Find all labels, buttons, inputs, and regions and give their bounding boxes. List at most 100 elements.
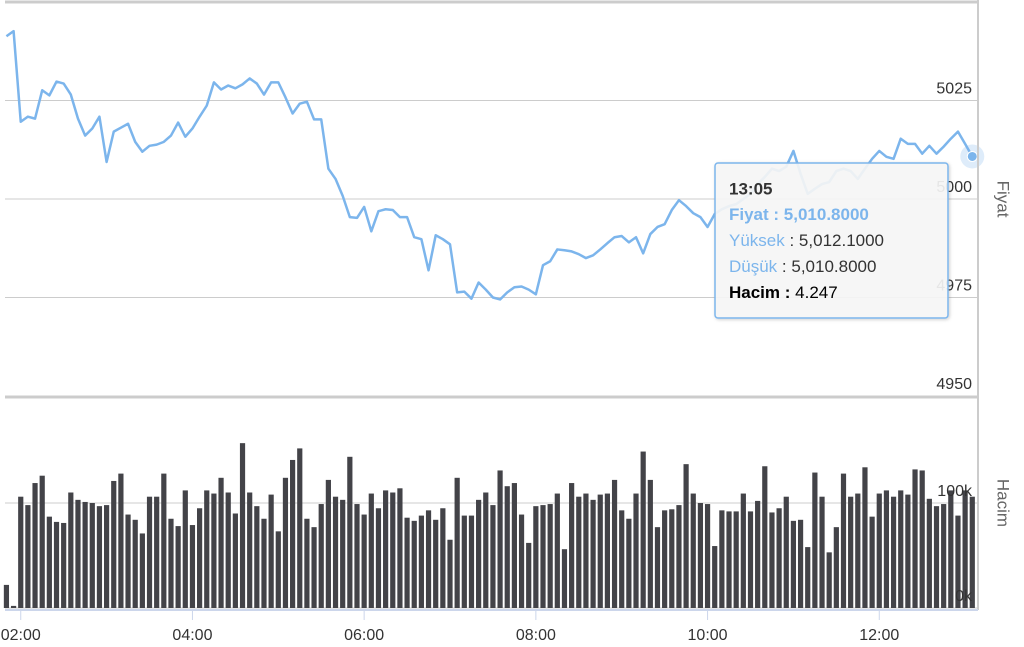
volume-bar [769, 512, 775, 608]
volume-bar [511, 483, 517, 608]
volume-bar [783, 496, 789, 608]
x-tick-label: 08:00 [516, 627, 556, 644]
volume-bar [447, 539, 453, 608]
volume-bar [254, 506, 260, 608]
volume-bar [597, 494, 603, 608]
volume-bar [912, 469, 918, 608]
volume-bar [68, 492, 74, 608]
volume-bar [654, 527, 661, 608]
volume-bar [154, 496, 160, 608]
volume-bar [883, 490, 890, 608]
volume-bar [404, 517, 410, 608]
volume-bar [647, 479, 653, 608]
volume-bar [547, 504, 553, 608]
y-tick-label: 4950 [936, 376, 972, 393]
volume-bar [197, 508, 203, 608]
volume-bar [268, 494, 274, 608]
tooltip-row: Hacim : 4.247 [729, 283, 838, 302]
volume-bar [619, 510, 625, 608]
volume-bar [232, 513, 238, 608]
volume-bar [103, 505, 110, 608]
volume-bar [282, 477, 289, 608]
volume-bar [518, 514, 525, 608]
volume-bar [762, 466, 768, 608]
volume-bar [554, 493, 560, 608]
volume-bar [726, 511, 732, 608]
volume-bar [18, 496, 24, 608]
volume-bar [161, 473, 167, 608]
y-tick-label: 0k [955, 588, 973, 605]
volume-bar [890, 496, 897, 608]
volume-bar [633, 493, 639, 608]
axis-title: Fiyat [994, 181, 1013, 218]
tooltip-label: Hacim : [729, 283, 790, 302]
volume-bar [118, 473, 124, 608]
volume-bar [862, 467, 868, 608]
tooltip-value: 4.247 [795, 283, 838, 302]
volume-bar [669, 509, 675, 608]
volume-bar [690, 493, 696, 608]
volume-bar [704, 504, 711, 608]
volume-bar [941, 504, 947, 608]
volume-bar [969, 496, 975, 608]
volume-bar [590, 499, 596, 608]
volume-bar [368, 493, 374, 608]
volume-bar [275, 531, 281, 608]
volume-bar [425, 510, 432, 608]
y-tick-label: 5025 [936, 81, 972, 98]
volume-bar [311, 527, 317, 608]
volume-bar [261, 518, 267, 608]
volume-bar [855, 493, 861, 608]
volume-bar [461, 515, 467, 608]
volume-bar [676, 505, 682, 608]
volume-bar [833, 527, 839, 608]
volume-bar [318, 504, 324, 608]
volume-bar [390, 492, 396, 608]
volume-bar [948, 490, 954, 608]
volume-bar [139, 533, 145, 608]
volume-bar [869, 516, 875, 608]
volume-bar [533, 506, 539, 608]
volume-bar [683, 464, 689, 608]
volume-bar [361, 514, 367, 608]
x-tick-label: 10:00 [688, 627, 728, 644]
volume-bar [926, 498, 932, 608]
tooltip-label: Yüksek [729, 231, 785, 250]
x-tick-label: 06:00 [344, 627, 384, 644]
volume-bar [561, 549, 568, 608]
volume-bar [797, 519, 804, 608]
volume-bar [325, 479, 331, 608]
volume-bar [418, 515, 424, 608]
volume-bar [812, 472, 818, 608]
x-tick-label: 12:00 [859, 627, 899, 644]
volume-bar [790, 520, 797, 608]
volume-bar [218, 477, 224, 608]
x-tick-label: 04:00 [172, 627, 212, 644]
volume-bar [247, 492, 253, 608]
volume-bar [712, 546, 718, 608]
volume-bar [53, 521, 60, 608]
tooltip-row: Düşük : 5,010.8000 [729, 257, 876, 276]
volume-bar [569, 483, 575, 608]
volume-bar [626, 518, 632, 608]
volume-bar [25, 505, 31, 608]
volume-bar [662, 510, 668, 608]
volume-bar [483, 492, 489, 608]
volume-bar [962, 490, 968, 608]
volume-bar [175, 526, 181, 608]
volume-bar [96, 506, 103, 608]
x-tick-label: 02:00 [1, 627, 41, 644]
volume-bar [204, 490, 210, 608]
volume-bar [411, 520, 417, 608]
volume-bar [819, 496, 825, 608]
volume-bar [111, 480, 117, 608]
volume-bar [304, 518, 310, 608]
volume-bar [397, 488, 403, 608]
tooltip-box [714, 162, 949, 319]
volume-bar [454, 477, 460, 608]
volume-bar [526, 542, 532, 608]
volume-bar [776, 508, 782, 608]
tooltip-row: Fiyat : 5,010.8000 [729, 205, 869, 224]
